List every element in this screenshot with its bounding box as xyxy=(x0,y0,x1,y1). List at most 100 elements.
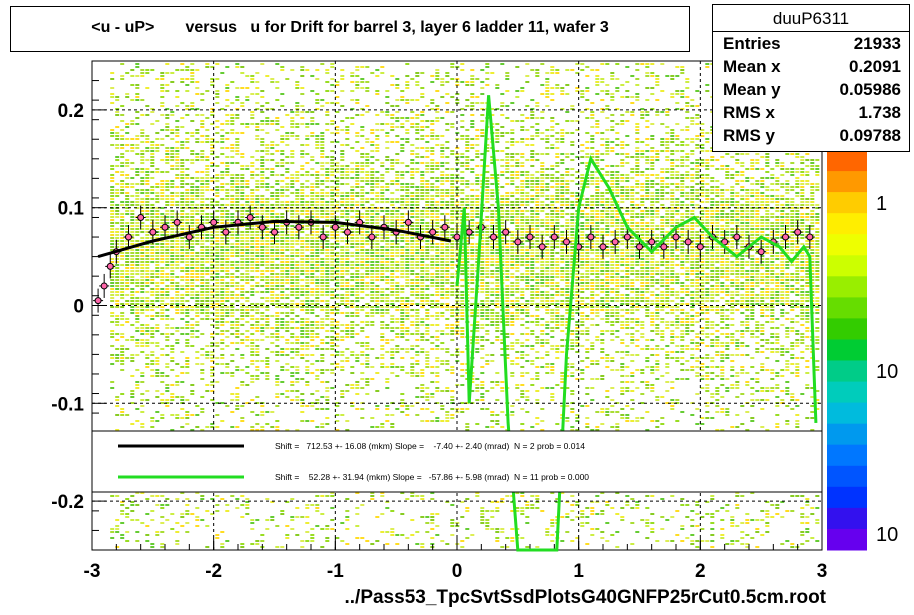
heat-cell xyxy=(680,93,685,95)
heat-cell xyxy=(380,189,385,191)
heat-cell xyxy=(545,129,550,131)
heat-cell xyxy=(665,210,670,212)
heat-cell xyxy=(135,219,140,221)
heat-cell xyxy=(170,132,175,134)
heat-cell xyxy=(225,189,230,191)
heat-cell xyxy=(200,210,205,212)
heat-cell xyxy=(725,231,730,233)
heat-cell xyxy=(560,195,565,197)
heat-cell xyxy=(525,195,530,197)
heat-cell xyxy=(635,180,640,182)
heat-cell xyxy=(130,231,135,233)
heat-cell xyxy=(525,201,530,203)
heat-cell xyxy=(200,93,205,95)
heat-cell xyxy=(670,168,675,170)
heat-cell xyxy=(465,249,470,251)
heat-cell xyxy=(810,240,815,242)
heat-cell xyxy=(190,153,195,155)
heat-cell xyxy=(330,66,335,68)
heat-cell xyxy=(195,138,200,140)
heat-cell xyxy=(170,204,175,206)
heat-cell xyxy=(130,249,135,251)
heat-cell xyxy=(145,174,150,176)
heat-cell xyxy=(215,156,220,158)
heat-cell xyxy=(775,189,780,191)
heat-cell xyxy=(285,114,290,116)
heat-cell xyxy=(310,213,315,215)
heat-cell xyxy=(705,138,710,140)
heat-cell xyxy=(205,216,210,218)
heat-cell xyxy=(730,243,735,245)
heat-cell xyxy=(520,246,525,248)
heat-cell xyxy=(345,126,350,128)
heat-cell xyxy=(170,129,175,131)
heat-cell xyxy=(670,135,675,137)
heat-cell xyxy=(315,228,320,230)
heat-cell xyxy=(795,171,800,173)
heat-cell xyxy=(460,108,465,110)
heat-cell xyxy=(355,177,360,179)
heat-cell xyxy=(270,237,275,239)
heat-cell xyxy=(170,180,175,182)
heat-cell xyxy=(215,240,220,242)
heat-cell xyxy=(345,165,350,167)
heat-cell xyxy=(280,69,285,71)
heat-cell xyxy=(675,138,680,140)
heat-cell xyxy=(475,213,480,215)
heat-cell xyxy=(190,78,195,80)
heat-cell xyxy=(435,225,440,227)
heat-cell xyxy=(340,240,345,242)
heat-cell xyxy=(305,144,310,146)
heat-cell xyxy=(740,174,745,176)
heat-cell xyxy=(465,219,470,221)
heat-cell xyxy=(800,201,805,203)
heat-cell xyxy=(620,120,625,122)
heat-cell xyxy=(480,93,485,95)
heat-cell xyxy=(690,105,695,107)
heat-cell xyxy=(280,225,285,227)
heat-cell xyxy=(755,207,760,209)
heat-cell xyxy=(165,213,170,215)
heat-cell xyxy=(350,204,355,206)
heat-cell xyxy=(545,213,550,215)
heat-cell xyxy=(160,192,165,194)
heat-cell xyxy=(560,174,565,176)
heat-cell xyxy=(615,231,620,233)
heat-cell xyxy=(340,168,345,170)
heat-cell xyxy=(675,108,680,110)
heat-cell xyxy=(285,135,290,137)
heat-cell xyxy=(740,240,745,242)
heat-cell xyxy=(635,153,640,155)
heat-cell xyxy=(420,225,425,227)
heat-cell xyxy=(205,66,210,68)
heat-cell xyxy=(785,192,790,194)
heat-cell xyxy=(555,162,560,164)
heat-cell xyxy=(360,201,365,203)
heat-cell xyxy=(425,240,430,242)
heat-cell xyxy=(195,228,200,230)
heat-cell xyxy=(555,201,560,203)
heat-cell xyxy=(265,132,270,134)
heat-cell xyxy=(280,150,285,152)
heat-cell xyxy=(605,138,610,140)
heat-cell xyxy=(200,213,205,215)
heat-cell xyxy=(815,222,820,224)
heat-cell xyxy=(315,135,320,137)
heat-cell xyxy=(130,240,135,242)
heat-cell xyxy=(525,63,530,65)
heat-cell xyxy=(535,180,540,182)
heat-cell xyxy=(290,216,295,218)
heat-cell xyxy=(580,204,585,206)
heat-cell xyxy=(115,126,120,128)
heat-cell xyxy=(515,141,520,143)
heat-cell xyxy=(595,159,600,161)
heat-cell xyxy=(745,180,750,182)
heat-cell xyxy=(740,231,745,233)
heat-cell xyxy=(185,114,190,116)
heat-cell xyxy=(570,222,575,224)
heat-cell xyxy=(475,234,480,236)
heat-cell xyxy=(800,204,805,206)
heat-cell xyxy=(180,81,185,83)
heat-cell xyxy=(640,63,645,65)
heat-cell xyxy=(300,195,305,197)
